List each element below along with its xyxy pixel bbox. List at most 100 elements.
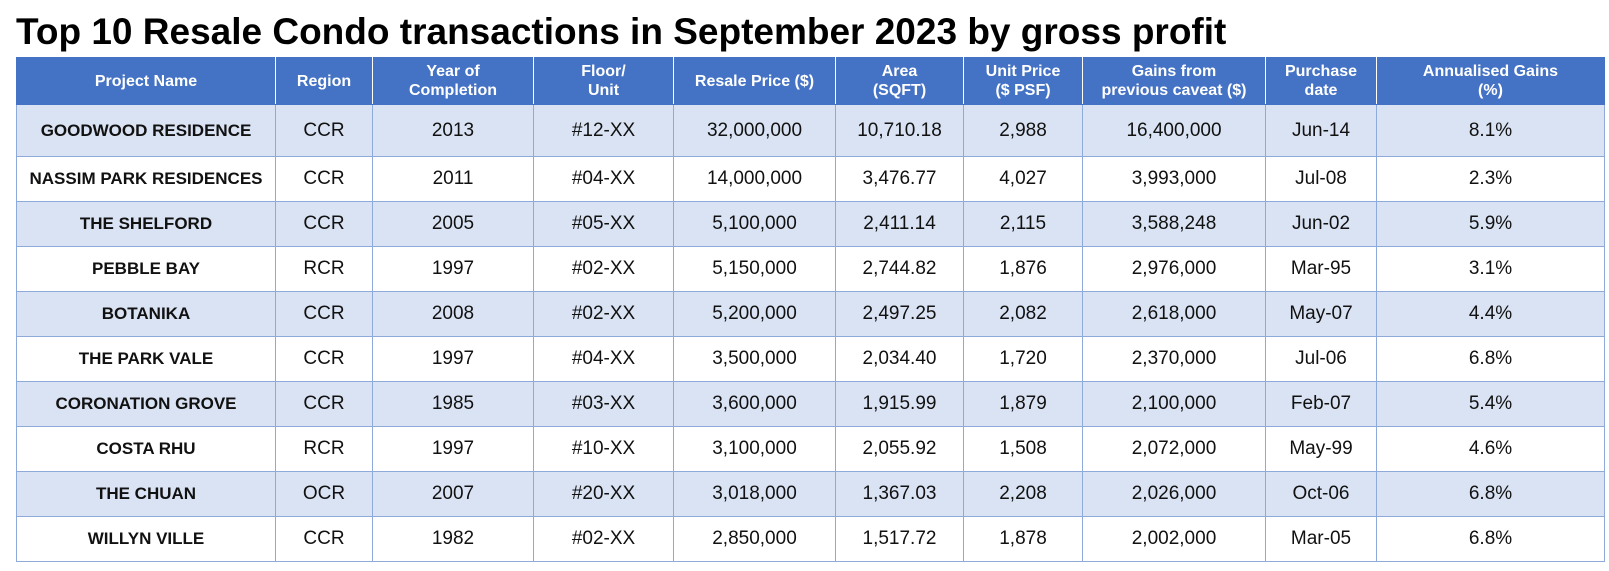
column-header-year-of-completion[interactable]: Year of Completion [372, 57, 534, 105]
purchase-date-cell: May-07 [1265, 291, 1377, 337]
floor-unit-cell: #10-XX [533, 426, 674, 472]
floor-unit-cell: #02-XX [533, 291, 674, 337]
area-cell: 1,367.03 [835, 471, 964, 517]
resale-price-cell: 5,100,000 [673, 201, 836, 247]
region-cell: CCR [275, 516, 373, 562]
region-cell: CCR [275, 291, 373, 337]
purchase-date-cell: Oct-06 [1265, 471, 1377, 517]
area-cell: 1,915.99 [835, 381, 964, 427]
gains-cell: 2,002,000 [1082, 516, 1266, 562]
purchase-date-cell: May-99 [1265, 426, 1377, 472]
table-row: THE PARK VALE CCR 1997 #04-XX 3,500,000 2,034… [16, 336, 1605, 382]
area-cell: 2,497.25 [835, 291, 964, 337]
resale-price-cell: 2,850,000 [673, 516, 836, 562]
area-cell: 2,055.92 [835, 426, 964, 472]
year-cell: 1997 [372, 246, 534, 292]
year-cell: 2008 [372, 291, 534, 337]
project-name-cell: NASSIM PARK RESIDENCES [16, 156, 276, 202]
area-cell: 2,411.14 [835, 201, 964, 247]
area-cell: 2,034.40 [835, 336, 964, 382]
table-row: CORONATION GROVE CCR 1985 #03-XX 3,600,000 1,… [16, 381, 1605, 427]
resale-price-cell: 3,018,000 [673, 471, 836, 517]
project-name-cell: BOTANIKA [16, 291, 276, 337]
region-cell: CCR [275, 201, 373, 247]
gains-cell: 2,100,000 [1082, 381, 1266, 427]
annualised-gains-cell: 8.1% [1376, 104, 1605, 157]
table-row: COSTA RHU RCR 1997 #10-XX 3,100,000 2,055.92 1… [16, 426, 1605, 472]
table-row: THE SHELFORD CCR 2005 #05-XX 5,100,000 2,411.… [16, 201, 1605, 247]
floor-unit-cell: #02-XX [533, 246, 674, 292]
region-cell: RCR [275, 246, 373, 292]
project-name-cell: WILLYN VILLE [16, 516, 276, 562]
floor-unit-cell: #04-XX [533, 156, 674, 202]
unit-price-cell: 2,115 [963, 201, 1083, 247]
purchase-date-cell: Feb-07 [1265, 381, 1377, 427]
annualised-gains-cell: 5.4% [1376, 381, 1605, 427]
project-name-cell: PEBBLE BAY [16, 246, 276, 292]
year-cell: 2005 [372, 201, 534, 247]
year-cell: 1985 [372, 381, 534, 427]
project-name-cell: THE CHUAN [16, 471, 276, 517]
year-cell: 2007 [372, 471, 534, 517]
column-header-floor-unit[interactable]: Floor/Unit [533, 57, 674, 105]
project-name-cell: THE PARK VALE [16, 336, 276, 382]
project-name-cell: COSTA RHU [16, 426, 276, 472]
floor-unit-cell: #02-XX [533, 516, 674, 562]
column-header-region[interactable]: Region [275, 57, 373, 105]
purchase-date-cell: Jun-02 [1265, 201, 1377, 247]
year-cell: 2011 [372, 156, 534, 202]
floor-unit-cell: #03-XX [533, 381, 674, 427]
column-header-gains[interactable]: Gains from previous caveat ($) [1082, 57, 1266, 105]
project-name-cell: GOODWOOD RESIDENCE [16, 104, 276, 157]
purchase-date-cell: Mar-05 [1265, 516, 1377, 562]
annualised-gains-cell: 2.3% [1376, 156, 1605, 202]
column-header-area[interactable]: Area (SQFT) [835, 57, 964, 105]
gains-cell: 2,976,000 [1082, 246, 1266, 292]
gains-cell: 2,370,000 [1082, 336, 1266, 382]
purchase-date-cell: Jul-08 [1265, 156, 1377, 202]
annualised-gains-cell: 6.8% [1376, 471, 1605, 517]
area-cell: 2,744.82 [835, 246, 964, 292]
column-header-project-name[interactable]: Project Name [16, 57, 276, 105]
floor-unit-cell: #04-XX [533, 336, 674, 382]
purchase-date-cell: Jul-06 [1265, 336, 1377, 382]
region-cell: CCR [275, 381, 373, 427]
table-row: NASSIM PARK RESIDENCES CCR 2011 #04-XX 14,00… [16, 156, 1605, 202]
annualised-gains-cell: 6.8% [1376, 516, 1605, 562]
resale-price-cell: 5,200,000 [673, 291, 836, 337]
region-cell: CCR [275, 104, 373, 157]
region-cell: CCR [275, 336, 373, 382]
table-row: WILLYN VILLE CCR 1982 #02-XX 2,850,000 1,517.… [16, 516, 1605, 562]
column-header-resale-price[interactable]: Resale Price ($) [673, 57, 836, 105]
column-header-purchase-date[interactable]: Purchase date [1265, 57, 1377, 105]
area-cell: 3,476.77 [835, 156, 964, 202]
unit-price-cell: 1,878 [963, 516, 1083, 562]
unit-price-cell: 1,876 [963, 246, 1083, 292]
transactions-table: Project Name Region Year of Completion Fl… [16, 57, 1605, 562]
resale-price-cell: 5,150,000 [673, 246, 836, 292]
annualised-gains-cell: 4.4% [1376, 291, 1605, 337]
year-cell: 1997 [372, 426, 534, 472]
floor-unit-cell: #20-XX [533, 471, 674, 517]
area-cell: 1,517.72 [835, 516, 964, 562]
purchase-date-cell: Mar-95 [1265, 246, 1377, 292]
resale-price-cell: 3,100,000 [673, 426, 836, 472]
floor-unit-cell: #05-XX [533, 201, 674, 247]
gains-cell: 16,400,000 [1082, 104, 1266, 157]
region-cell: OCR [275, 471, 373, 517]
gains-cell: 3,993,000 [1082, 156, 1266, 202]
unit-price-cell: 2,208 [963, 471, 1083, 517]
resale-price-cell: 32,000,000 [673, 104, 836, 157]
project-name-cell: CORONATION GROVE [16, 381, 276, 427]
resale-price-cell: 3,500,000 [673, 336, 836, 382]
floor-unit-cell: #12-XX [533, 104, 674, 157]
column-header-annualised-gains[interactable]: Annualised Gains (%) [1376, 57, 1605, 105]
column-header-unit-price[interactable]: Unit Price ($ PSF) [963, 57, 1083, 105]
table-row: THE CHUAN OCR 2007 #20-XX 3,018,000 1,367.03 2… [16, 471, 1605, 517]
purchase-date-cell: Jun-14 [1265, 104, 1377, 157]
gains-cell: 2,618,000 [1082, 291, 1266, 337]
page-title: Top 10 Resale Condo transactions in Sept… [16, 11, 1227, 52]
annualised-gains-cell: 5.9% [1376, 201, 1605, 247]
year-cell: 1997 [372, 336, 534, 382]
unit-price-cell: 1,879 [963, 381, 1083, 427]
